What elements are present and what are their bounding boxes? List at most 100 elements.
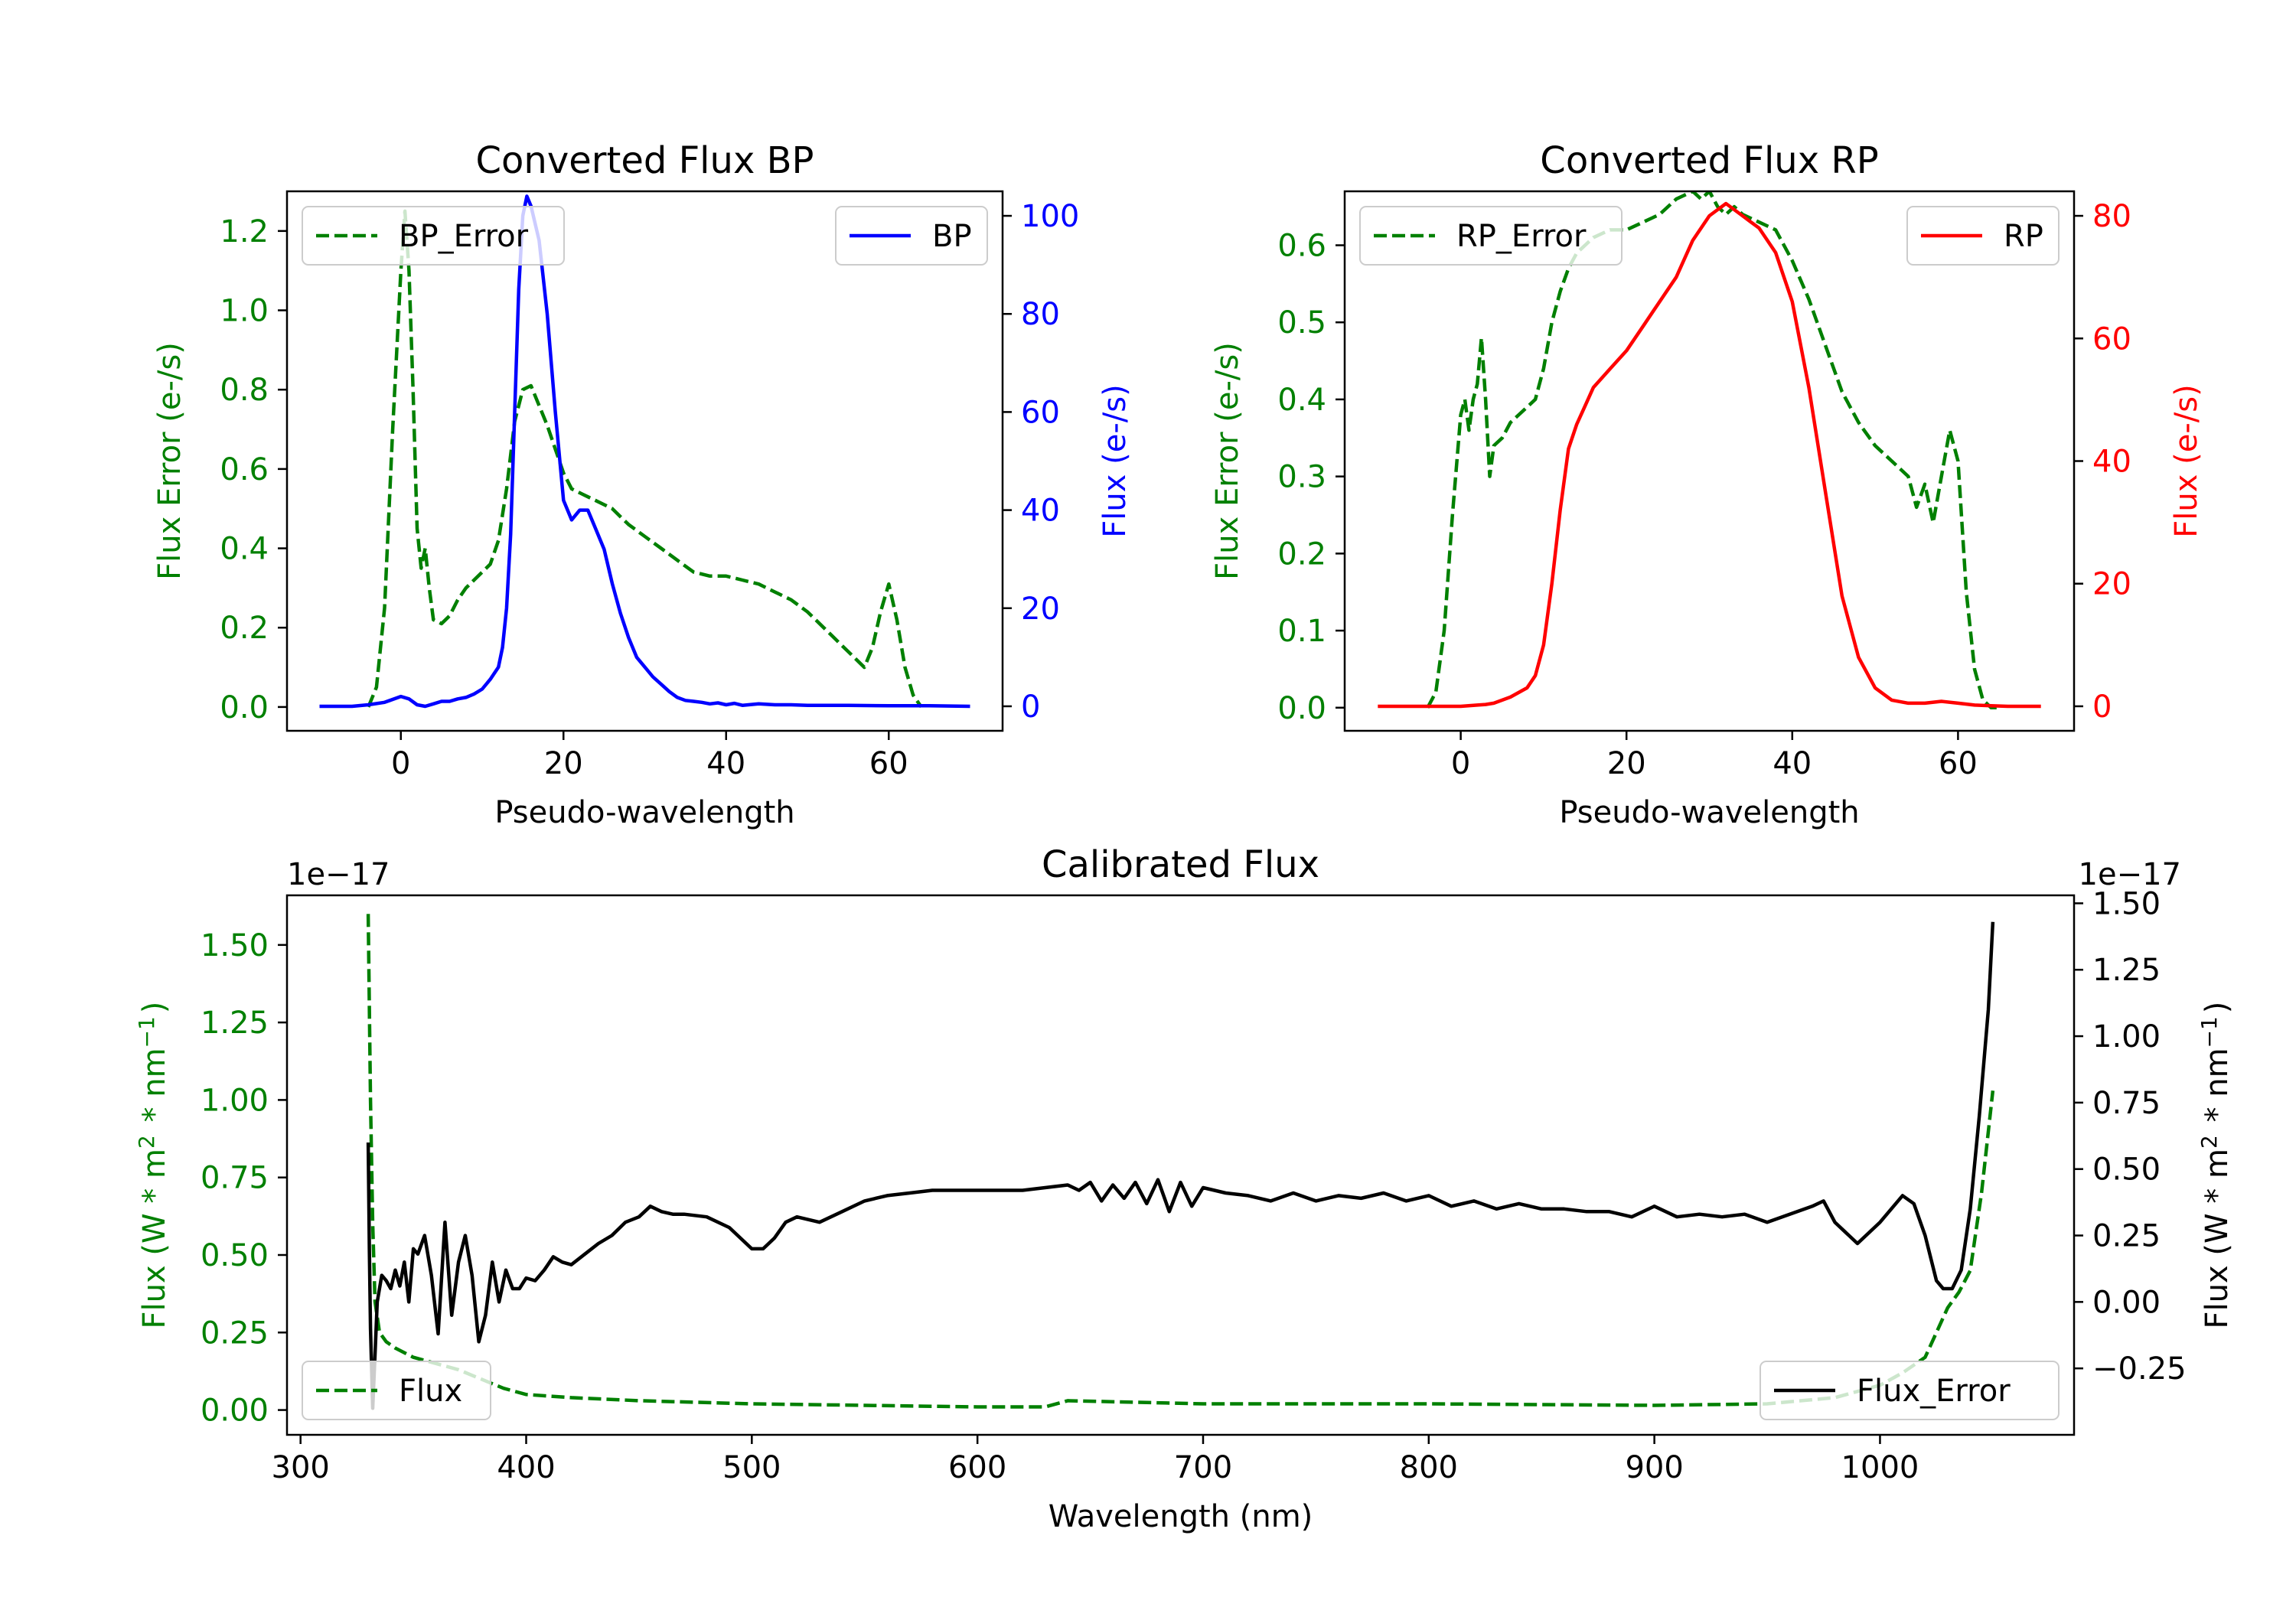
- series-line-rp: [1378, 201, 2041, 709]
- y-left-tick-label: 0.2: [1277, 536, 1326, 572]
- y-right-tick-label: 0: [1021, 689, 1040, 725]
- legend-label: Flux: [399, 1374, 462, 1409]
- y-left-axis-label: Flux Error (e-/s): [1210, 342, 1245, 580]
- y-left-tick-label: 0.0: [220, 690, 269, 725]
- x-axis-label: Wavelength (nm): [1049, 1499, 1313, 1534]
- series-line-flux: [366, 921, 1995, 1410]
- legend-label: RP: [2004, 219, 2043, 254]
- y-right-axis-label: Flux (e-/s): [2169, 384, 2204, 537]
- y-left-axis-label: Flux (W * m2 * nm−1 ): [134, 1002, 172, 1329]
- y-left-tick-label: 0.3: [1277, 460, 1326, 495]
- y-left-tick-label: 0.6: [220, 452, 269, 487]
- y-right-axis-label: Flux (e-/s): [1097, 384, 1133, 537]
- legend-legend_right: RP: [1906, 206, 2060, 266]
- y-right-tick-label: 1.50: [2092, 886, 2161, 921]
- y-right-tick-label: 80: [1021, 297, 1060, 332]
- x-tick-label: 600: [948, 1450, 1006, 1485]
- x-tick-label: 60: [1939, 746, 1978, 781]
- y-left-tick-label: 0.4: [220, 532, 269, 567]
- x-tick-label: 20: [544, 746, 583, 781]
- y-right-tick-label: 60: [1021, 395, 1060, 430]
- legend-box: [835, 206, 988, 266]
- y-right-tick-label: 100: [1021, 199, 1079, 234]
- y-right-tick-label: 20: [2092, 567, 2131, 602]
- legend-legend_right: BP: [835, 206, 988, 266]
- x-tick-label: 60: [869, 746, 908, 781]
- y-right-tick-label: 80: [2092, 199, 2131, 234]
- chart-rp: 0 20 40 60 0.0 0.1 0.2 0.3 0.4 0.5 0.6 0 20 40 60 80 Con…: [1210, 139, 2204, 830]
- y-right-tick-label: 0.50: [2092, 1152, 2161, 1188]
- x-tick-label: 1000: [1841, 1450, 1919, 1485]
- y-left-tick-label: 0.2: [220, 611, 269, 646]
- y-right-tick-label: 0.75: [2092, 1086, 2161, 1121]
- legend-box: [1906, 206, 2060, 266]
- y-left-tick-label: 0.0: [1277, 691, 1326, 726]
- y-right-tick-label: 1.00: [2092, 1019, 2161, 1054]
- y-left-tick-label: 0.1: [1277, 614, 1326, 649]
- legend-legend_right: Flux_Error: [1760, 1361, 2060, 1420]
- series-line-bp-error: [367, 209, 923, 709]
- chart-bp: 0 20 40 60 0.0 0.2 0.4 0.6 0.8 1.0 1.2 0 20 40 60 80 100…: [152, 139, 1133, 830]
- y-left-tick-label: 1.50: [201, 928, 269, 963]
- legend-label: Flux_Error: [1857, 1374, 2011, 1409]
- y-right-offset-label: 1e−17: [2079, 857, 2181, 892]
- legend-label: RP_Error: [1456, 219, 1587, 254]
- y-left-tick-label: 0.00: [201, 1393, 269, 1429]
- x-tick-label: 40: [1773, 746, 1812, 781]
- y-left-tick-label: 0.5: [1277, 305, 1326, 341]
- x-tick-label: 40: [706, 746, 745, 781]
- legend-legend_left: Flux: [302, 1361, 491, 1420]
- y-right-tick-label: 0.00: [2092, 1285, 2161, 1320]
- y-right-tick-label: 0.25: [2092, 1219, 2161, 1254]
- y-right-tick-label: 20: [1021, 592, 1060, 627]
- series-line-rp-error: [1426, 191, 2000, 710]
- chart-title: Converted Flux BP: [476, 139, 814, 182]
- charts-layer: 0 20 40 60 0.0 0.2 0.4 0.6 0.8 1.0 1.2 0 20 40 60 80 100…: [134, 139, 2235, 1534]
- x-tick-label: 400: [497, 1450, 555, 1485]
- y-left-tick-label: 0.75: [201, 1161, 269, 1196]
- y-right-tick-label: 0: [2092, 689, 2112, 725]
- y-right-tick-label: 40: [2092, 445, 2131, 480]
- legend-legend_left: RP_Error: [1359, 206, 1623, 266]
- y-right-tick-label: 40: [1021, 494, 1060, 529]
- y-left-tick-label: 1.0: [220, 294, 269, 329]
- legend-box: [302, 206, 565, 266]
- legend-box: [302, 1361, 491, 1420]
- y-left-tick-label: 0.4: [1277, 383, 1326, 418]
- x-tick-label: 900: [1625, 1450, 1683, 1485]
- legend-legend_left: BP_Error: [302, 206, 565, 266]
- chart-title: Calibrated Flux: [1042, 843, 1319, 886]
- y-right-axis-label: Flux (W * m2 * nm−1 ): [2197, 1002, 2235, 1329]
- legend-label: BP_Error: [399, 219, 529, 254]
- chart-cal: 300 400 500 600 700 800 900 1000 0.00 0.25 0.50 0.7…: [134, 843, 2235, 1534]
- y-left-tick-label: 1.2: [220, 214, 269, 249]
- x-tick-label: 0: [1451, 746, 1470, 781]
- legend-label: BP: [932, 219, 972, 254]
- y-left-tick-label: 0.8: [220, 373, 269, 408]
- y-right-tick-label: 60: [2092, 321, 2131, 357]
- x-tick-label: 800: [1400, 1450, 1458, 1485]
- legend-box: [1359, 206, 1623, 266]
- x-axis-label: Pseudo-wavelength: [1559, 795, 1859, 830]
- y-right-tick-label: −0.25: [2092, 1351, 2187, 1387]
- series-line-flux-error: [366, 914, 1995, 1409]
- plot-frame-cal: [285, 894, 2076, 1436]
- x-axis-label: Pseudo-wavelength: [494, 795, 794, 830]
- x-tick-label: 20: [1607, 746, 1646, 781]
- x-tick-label: 0: [391, 746, 410, 781]
- y-left-tick-label: 1.25: [201, 1006, 269, 1041]
- y-left-offset-label: 1e−17: [287, 857, 390, 892]
- x-tick-label: 700: [1174, 1450, 1232, 1485]
- y-left-tick-label: 1.00: [201, 1083, 269, 1118]
- chart-title: Converted Flux RP: [1540, 139, 1878, 182]
- y-left-axis-label: Flux Error (e-/s): [152, 342, 188, 580]
- y-left-tick-label: 0.50: [201, 1238, 269, 1273]
- y-right-tick-label: 1.25: [2092, 953, 2161, 988]
- legend-box: [1760, 1361, 2060, 1420]
- x-tick-label: 500: [722, 1450, 781, 1485]
- y-left-tick-label: 0.6: [1277, 229, 1326, 264]
- x-tick-label: 300: [272, 1450, 330, 1485]
- plot-frame-bp: [285, 190, 1004, 732]
- series-line-bp: [319, 194, 970, 709]
